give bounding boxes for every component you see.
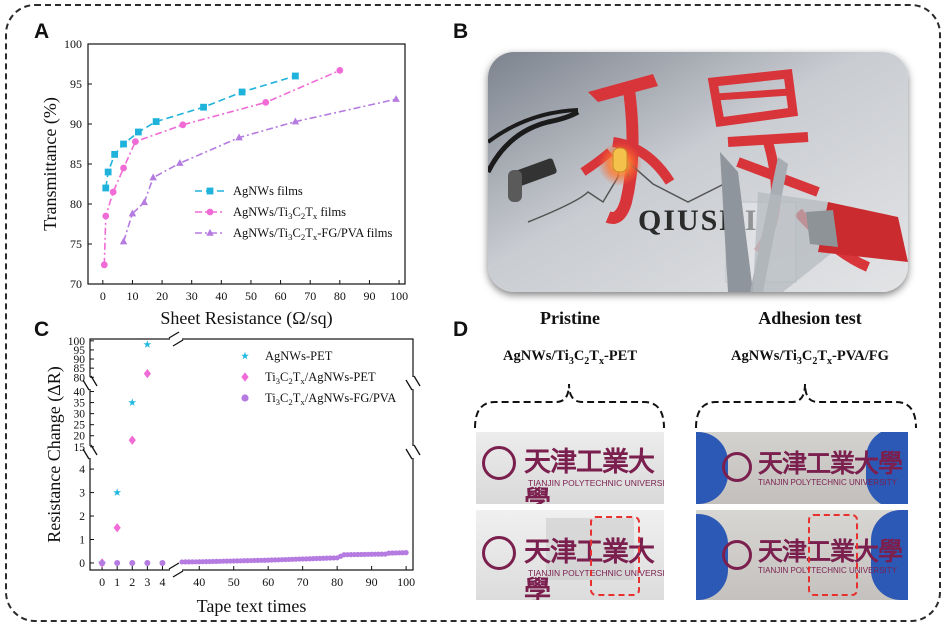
x-tick-label: 10 bbox=[126, 289, 138, 303]
tju-logo-subtext: TIANJIN POLYTECHNIC UNIVERSITY bbox=[528, 568, 664, 578]
x-tick-label: 80 bbox=[334, 289, 346, 303]
y-axis-label: Transmittance (%) bbox=[40, 97, 61, 231]
data-point bbox=[109, 188, 117, 196]
legend-label: AgNWs films bbox=[233, 184, 303, 198]
col1-sample-label: AgNWs/Ti3C2Tx-PET bbox=[503, 348, 637, 367]
data-point bbox=[102, 212, 110, 220]
x-tick-label: 90 bbox=[363, 289, 375, 303]
legend-marker bbox=[206, 208, 214, 216]
series-line bbox=[103, 69, 341, 265]
y-tick-label: 80 bbox=[70, 197, 82, 211]
glove-right bbox=[871, 510, 908, 600]
y-tick-label: 85 bbox=[70, 157, 82, 171]
data-point bbox=[235, 133, 243, 141]
x-tick-label: 50 bbox=[245, 289, 257, 303]
y-tick-label: 90 bbox=[70, 117, 82, 131]
data-point bbox=[134, 128, 142, 136]
tju-logo-subtext: TIANJIN POLYTECHNIC UNIVERSITY bbox=[758, 478, 897, 487]
panel-label-b: B bbox=[453, 20, 469, 43]
panel-label-d: D bbox=[453, 318, 469, 341]
data-point bbox=[128, 209, 137, 217]
tju-seal-icon bbox=[722, 452, 752, 482]
data-point bbox=[119, 237, 128, 245]
data-point bbox=[102, 184, 110, 192]
data-point bbox=[176, 159, 184, 166]
data-point bbox=[392, 95, 400, 102]
x-tick-label: 40 bbox=[215, 289, 227, 303]
col2-title: Adhesion test bbox=[758, 308, 862, 328]
tju-logo-subtext: TIANJIN POLYTECHNIC UNIVERSITY bbox=[528, 478, 664, 488]
x-tick-label: 60 bbox=[275, 289, 287, 303]
tested-area-highlight bbox=[808, 514, 858, 596]
photo-adhesion-bottom: 天津工業大學 TIANJIN POLYTECHNIC UNIVERSITY bbox=[696, 510, 908, 600]
y-tick-label: 95 bbox=[70, 77, 82, 91]
data-point bbox=[111, 151, 119, 158]
data-point bbox=[238, 88, 246, 96]
data-point bbox=[291, 117, 300, 125]
data-point bbox=[336, 67, 344, 74]
photo-pristine-bottom: 天津工業大學 TIANJIN POLYTECHNIC UNIVERSITY bbox=[476, 510, 664, 600]
x-tick-label: 20 bbox=[156, 289, 168, 303]
data-point bbox=[120, 140, 127, 148]
panel-label-c: C bbox=[34, 318, 50, 341]
y-tick-label: 70 bbox=[70, 277, 82, 291]
data-point bbox=[179, 121, 187, 129]
led-circuit-illustration: QIUSHI bbox=[488, 52, 908, 292]
data-point bbox=[120, 164, 127, 172]
panel-label-a: A bbox=[34, 20, 50, 43]
photo-adhesion-top: 天津工業大學 TIANJIN POLYTECHNIC UNIVERSITY bbox=[696, 432, 908, 504]
tju-logo-text: 天津工業大學 bbox=[524, 537, 655, 600]
photo-pristine-top: 天津工業大學 TIANJIN POLYTECHNIC UNIVERSITY bbox=[476, 432, 664, 504]
x-tick-label: 100 bbox=[390, 289, 408, 303]
tested-area-highlight bbox=[590, 516, 640, 596]
legend-marker bbox=[206, 228, 214, 236]
photo-led-circuit: QIUSHI bbox=[488, 52, 908, 292]
data-point bbox=[262, 99, 270, 106]
glove-right bbox=[866, 432, 908, 504]
tju-logo-text: 天津工業大學 bbox=[758, 539, 903, 566]
y-tick-label: 75 bbox=[70, 237, 82, 251]
data-point bbox=[291, 72, 299, 80]
tju-seal-icon bbox=[482, 446, 516, 480]
col2-sample-label: AgNWs/Ti3C2Tx-PVA/FG bbox=[731, 348, 889, 367]
legend-marker bbox=[206, 187, 214, 195]
data-point bbox=[104, 168, 112, 176]
x-tick-label: 0 bbox=[100, 289, 106, 303]
data-point bbox=[100, 261, 108, 269]
tju-seal-icon bbox=[722, 540, 752, 570]
data-point bbox=[149, 173, 157, 181]
tju-logo-text: 天津工業大學 bbox=[524, 447, 655, 504]
x-tick-label: 70 bbox=[304, 289, 316, 303]
legend-label: AgNWs/Ti3C2Tx films bbox=[233, 205, 346, 221]
tju-logo-subtext: TIANJIN POLYTECHNIC UNIVERSITY bbox=[758, 566, 897, 575]
y-tick-label: 100 bbox=[64, 37, 82, 51]
col1-title: Pristine bbox=[540, 308, 600, 328]
data-point bbox=[200, 103, 207, 111]
series-line bbox=[122, 98, 397, 242]
x-tick-label: 30 bbox=[186, 289, 198, 303]
tju-seal-icon bbox=[482, 536, 516, 570]
data-point bbox=[152, 118, 160, 125]
data-point bbox=[132, 138, 139, 146]
legend-label: AgNWs/Ti3C2Tx-FG/PVA films bbox=[233, 226, 392, 242]
tju-logo-text: 天津工業大學 bbox=[758, 451, 903, 478]
data-point bbox=[140, 198, 149, 206]
x-axis-label: Sheet Resistance (Ω/sq) bbox=[160, 308, 332, 329]
